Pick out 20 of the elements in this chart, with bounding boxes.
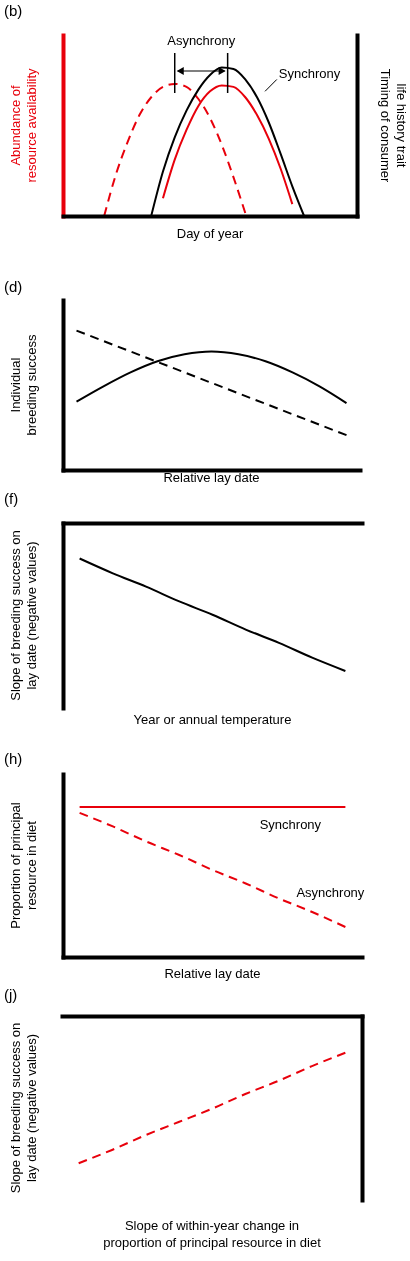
annotation: Synchrony	[278, 65, 341, 81]
series-label: Synchrony	[259, 816, 322, 832]
x-axis-title: Day of year	[176, 226, 244, 241]
y-axis-title: Slope of breeding success on lay date (negative values)	[8, 530, 39, 701]
x-axis-title: Slope of within-year change in proportion of principal resource in diet	[103, 1218, 322, 1250]
chart-title: (h)	[4, 750, 23, 767]
y-axis-title: Slope of breeding success on lay date (negative values)	[8, 1022, 39, 1194]
chart-title: (j)	[4, 986, 18, 1003]
chart-title: (f)	[4, 490, 19, 507]
x-axis-title: Relative lay date	[164, 966, 261, 981]
y2-axis-title: Timing of consumer life history trait	[378, 68, 409, 183]
chart-title: (d)	[4, 278, 23, 295]
y-axis-title: Proportion of principal resource in diet	[8, 802, 39, 929]
text: Asynchrony	[167, 33, 236, 48]
chart-title: (b)	[4, 2, 23, 19]
series-label: Asynchrony	[296, 884, 365, 900]
y-axis-title: Abundance of resource availability	[8, 67, 39, 183]
y-axis-title: Individual breeding success	[8, 333, 39, 436]
x-axis-title: Relative lay date	[163, 470, 260, 485]
x-axis-title: Year or annual temperature	[133, 712, 292, 727]
